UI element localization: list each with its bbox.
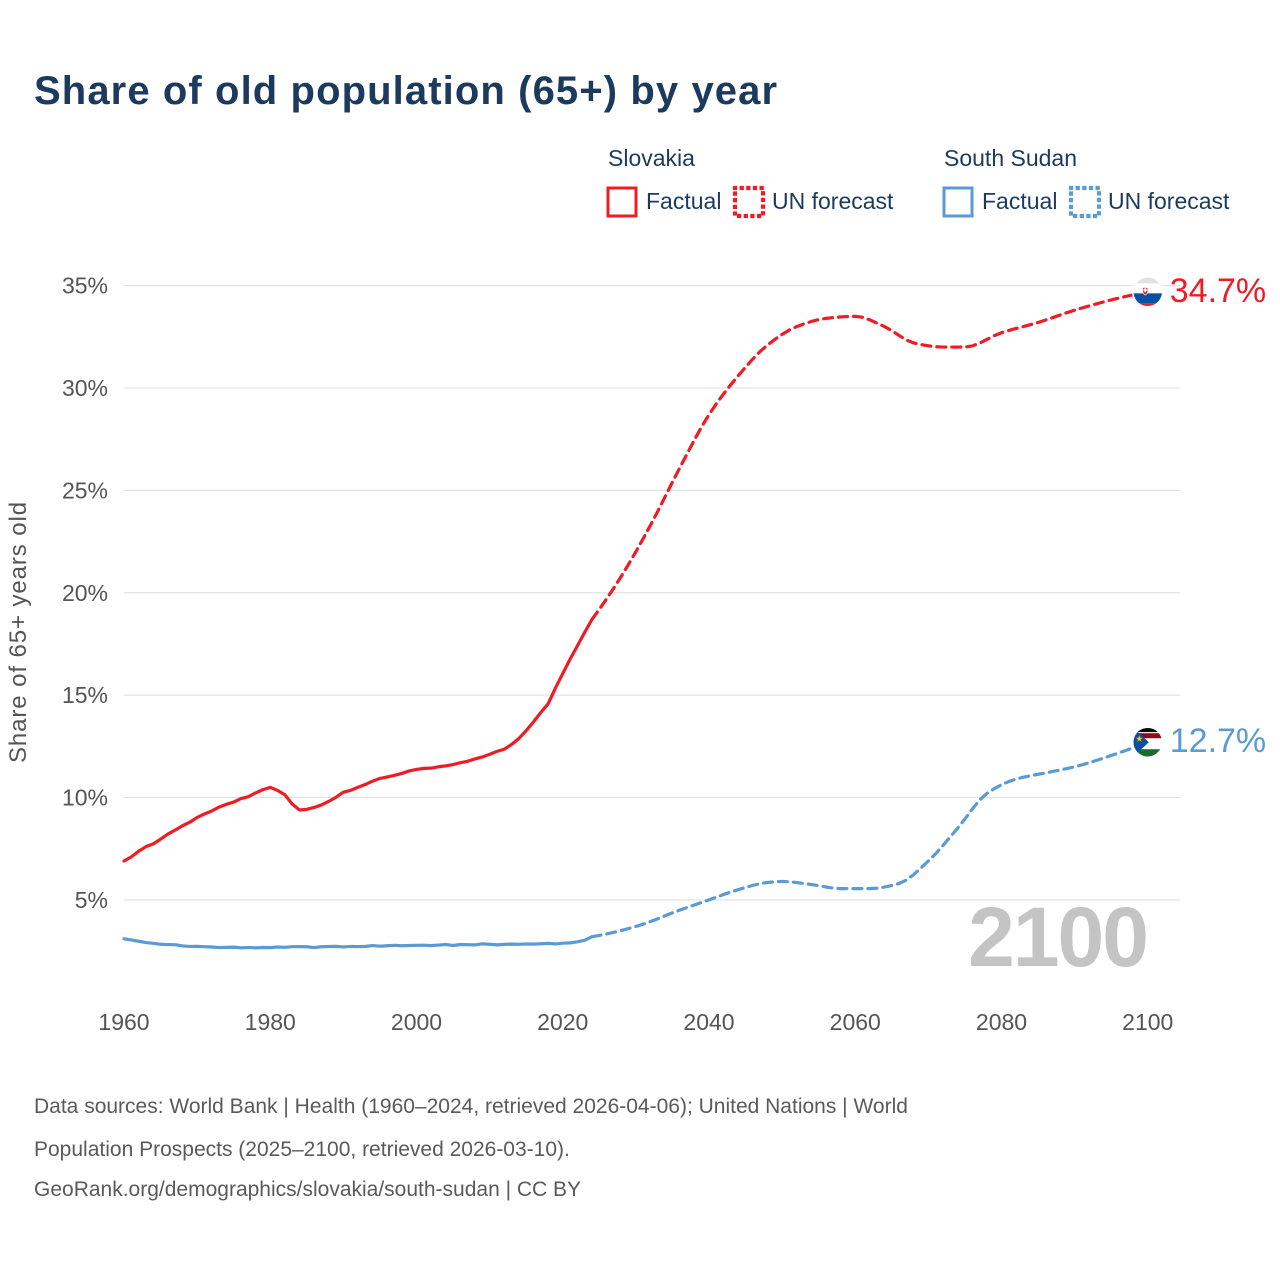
svg-text:2100: 2100: [968, 890, 1147, 984]
svg-text:1980: 1980: [245, 1009, 296, 1035]
svg-text:Share of old population (65+): Share of old population (65+) by year: [34, 69, 778, 113]
svg-text:GeoRank.org/demographics/slova: GeoRank.org/demographics/slovakia/south-…: [34, 1178, 581, 1201]
svg-text:15%: 15%: [62, 682, 108, 708]
svg-text:2040: 2040: [683, 1009, 734, 1035]
svg-text:10%: 10%: [62, 785, 108, 811]
svg-text:2100: 2100: [1122, 1009, 1173, 1035]
svg-text:2060: 2060: [830, 1009, 881, 1035]
svg-text:Factual: Factual: [982, 188, 1057, 214]
svg-text:34.7%: 34.7%: [1170, 272, 1266, 310]
svg-text:Share of 65+ years old: Share of 65+ years old: [5, 501, 32, 763]
svg-text:Factual: Factual: [646, 188, 721, 214]
svg-text:Data sources: World Bank | Hea: Data sources: World Bank | Health (1960–…: [34, 1095, 908, 1118]
svg-text:2020: 2020: [537, 1009, 588, 1035]
svg-text:1960: 1960: [98, 1009, 149, 1035]
svg-text:12.7%: 12.7%: [1170, 722, 1266, 760]
svg-text:UN forecast: UN forecast: [1108, 188, 1230, 214]
svg-text:2000: 2000: [391, 1009, 442, 1035]
svg-text:5%: 5%: [75, 887, 108, 913]
svg-text:South Sudan: South Sudan: [944, 145, 1077, 171]
svg-text:Population Prospects (2025–210: Population Prospects (2025–2100, retriev…: [34, 1138, 570, 1161]
svg-text:2080: 2080: [976, 1009, 1027, 1035]
svg-text:35%: 35%: [62, 273, 108, 299]
svg-text:30%: 30%: [62, 375, 108, 401]
svg-text:20%: 20%: [62, 580, 108, 606]
svg-text:UN forecast: UN forecast: [772, 188, 894, 214]
svg-text:25%: 25%: [62, 477, 108, 503]
svg-text:Slovakia: Slovakia: [608, 145, 695, 171]
